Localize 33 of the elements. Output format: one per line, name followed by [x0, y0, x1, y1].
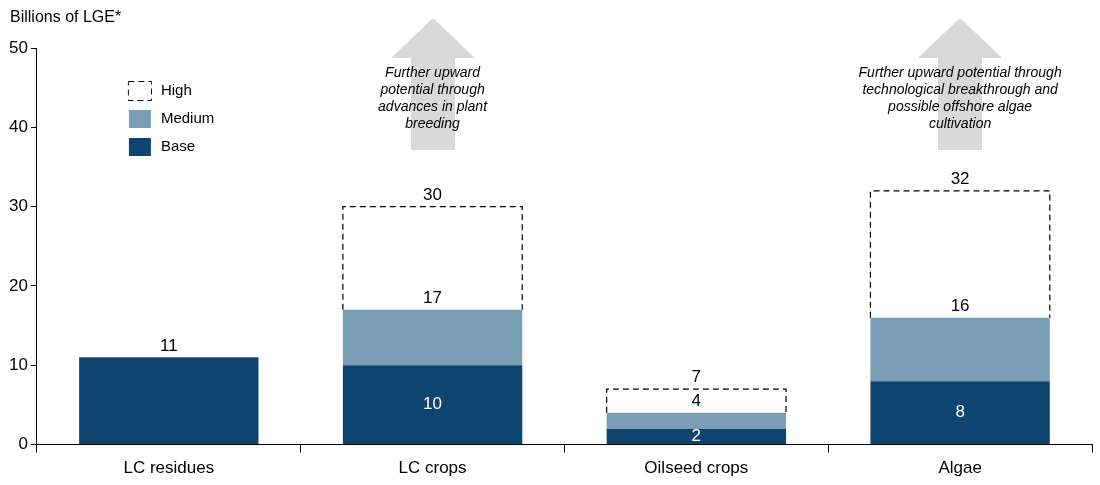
legend-label: Base — [160, 137, 196, 155]
y-tick-label: 30 — [8, 196, 28, 216]
bar — [342, 365, 523, 445]
total-label: 7 — [691, 367, 702, 387]
legend-label: High — [160, 81, 192, 99]
y-tick-label: 40 — [8, 117, 28, 137]
y-tick-label: 20 — [8, 275, 28, 295]
x-tick-label: Oilseed crops — [644, 458, 749, 478]
x-tick-label: LC residues — [123, 458, 215, 478]
y-axis-title: Billions of LGE* — [10, 8, 122, 26]
bar — [606, 428, 787, 445]
bar — [79, 357, 259, 445]
annotation: 16 — [950, 295, 970, 315]
x-tick-label: Algae — [938, 458, 982, 478]
data-label: 10 — [423, 394, 443, 414]
bar — [606, 412, 787, 429]
bar — [342, 309, 523, 366]
total-label: 11 — [159, 335, 178, 355]
total-label: 32 — [950, 168, 970, 188]
y-tick-label: 50 — [8, 37, 28, 57]
x-tick-label: LC crops — [398, 458, 467, 478]
annotation: 17 — [423, 287, 443, 307]
bar — [870, 317, 1050, 382]
y-tick-label: 0 — [18, 434, 28, 454]
annotation: Further upward potential through advances in plant breeding — [377, 64, 489, 132]
annotation: 4 — [691, 391, 702, 411]
total-label: 30 — [423, 184, 443, 204]
annotation: Further upward potential through technological breakthrough and possible offshore algae cultivation — [857, 64, 1063, 132]
y-tick-label: 10 — [8, 354, 28, 374]
bar — [870, 381, 1050, 445]
data-label: 8 — [955, 402, 965, 422]
data-label: 2 — [691, 426, 702, 446]
legend-label: Medium — [160, 109, 215, 127]
